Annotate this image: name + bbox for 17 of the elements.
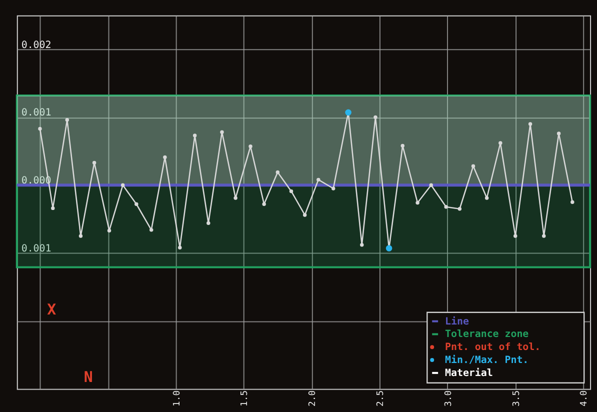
x-tick-label: 2.5 <box>376 390 386 406</box>
legend-label: Pnt. out of tol. <box>445 342 541 354</box>
legend-label: Min./Max. Pnt. <box>445 354 529 366</box>
annotation: X <box>47 300 56 318</box>
x-tick-label: 4.0 <box>580 390 590 406</box>
x-tick-label: 3.0 <box>444 390 454 406</box>
legend-label: Line <box>445 315 469 328</box>
x-tick-label: 1.0 <box>172 390 182 406</box>
x-tick-label: 3.5 <box>512 390 522 406</box>
x-tick-label: 2.0 <box>308 390 318 406</box>
y-tick-label: 0.001 <box>21 108 52 119</box>
y-tick-label: 0.001 <box>21 244 52 255</box>
x-tick-label: 1.5 <box>240 390 250 406</box>
y-tick-label: 0.002 <box>21 40 52 51</box>
annotation: N <box>84 368 93 386</box>
legend-label: Tolerance zone <box>445 329 529 340</box>
legend-label: Material <box>445 366 493 379</box>
